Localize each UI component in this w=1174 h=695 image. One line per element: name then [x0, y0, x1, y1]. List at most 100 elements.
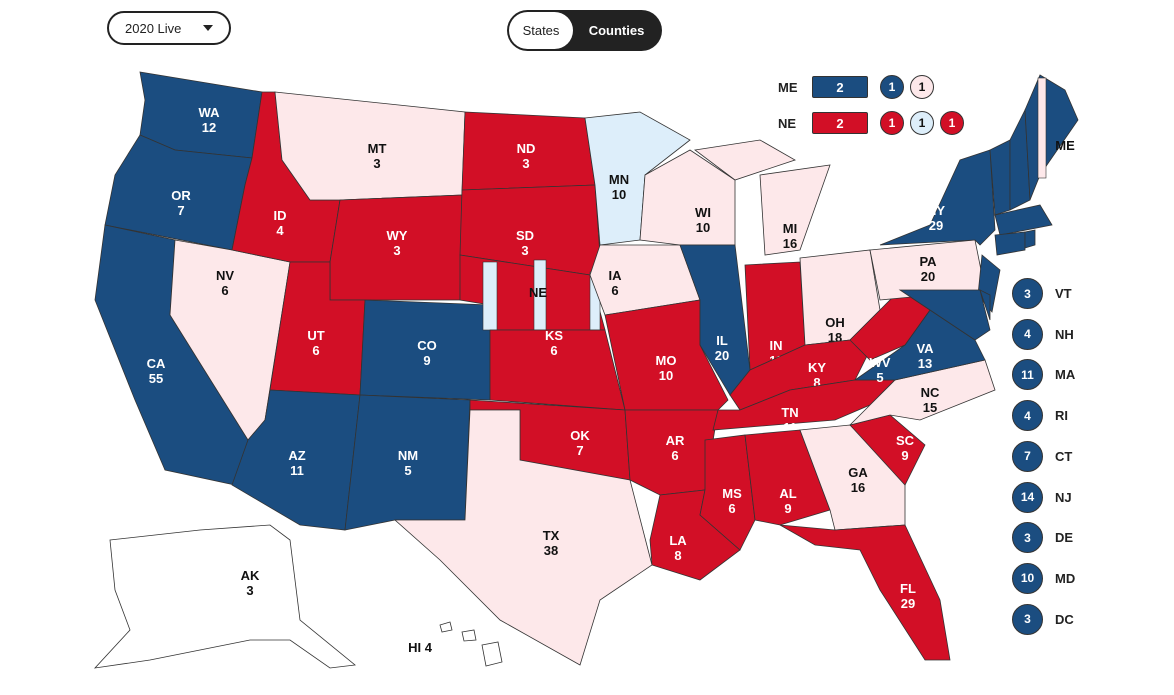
state-la[interactable]: LA 8: [649, 489, 741, 581]
state-pa[interactable]: PA 20: [869, 239, 986, 301]
state-ny[interactable]: NY 29: [879, 149, 996, 246]
year-select[interactable]: 2020 Live: [107, 11, 231, 45]
state-nd[interactable]: ND 3: [461, 111, 596, 191]
state-label: ME: [1055, 138, 1075, 153]
small-state-ct[interactable]: 7 CT: [1012, 440, 1073, 472]
state-tn[interactable]: TN 11: [712, 379, 896, 435]
small-state-ev[interactable]: 3: [1012, 522, 1043, 554]
state-ev: 3: [521, 243, 528, 258]
state-shape[interactable]: [994, 204, 1053, 236]
district-ev[interactable]: 1: [880, 75, 904, 99]
small-state-nj[interactable]: 14 NJ: [1012, 481, 1072, 513]
state-shape[interactable]: [393, 409, 653, 666]
district-ev[interactable]: 1: [910, 75, 934, 99]
state-ct[interactable]: [994, 231, 1026, 256]
state-code: PA: [919, 254, 937, 269]
state-tx[interactable]: TX 38: [393, 409, 653, 666]
small-state-ev[interactable]: 7: [1012, 440, 1043, 472]
small-state-code: MD: [1055, 570, 1076, 586]
state-shape[interactable]: [93, 524, 356, 669]
district-stripe: [482, 261, 498, 331]
state-ma[interactable]: [994, 204, 1053, 236]
small-state-ri[interactable]: 4 RI: [1012, 400, 1068, 432]
state-code: IN: [770, 338, 783, 353]
state-shape[interactable]: [779, 524, 951, 661]
state-shape[interactable]: [439, 621, 453, 633]
state-shape[interactable]: [979, 289, 991, 321]
state-mt[interactable]: MT 3: [274, 91, 466, 201]
state-nm[interactable]: NM 5: [344, 394, 471, 531]
district-ev[interactable]: 1: [880, 111, 904, 135]
state-code: WI: [695, 205, 711, 220]
statewide-ev[interactable]: 2: [812, 76, 868, 98]
state-ak[interactable]: AK 3: [93, 524, 356, 669]
small-state-dc[interactable]: 3 DC: [1012, 603, 1074, 635]
state-ri[interactable]: [1024, 229, 1036, 249]
state-ev: 12: [202, 120, 216, 135]
state-shape[interactable]: [898, 289, 991, 341]
state-label: WV 5: [870, 355, 891, 385]
state-ga[interactable]: GA 16: [799, 424, 906, 531]
view-toggle[interactable]: States Counties: [507, 10, 662, 51]
state-wy[interactable]: WY 3: [329, 194, 463, 301]
state-mi[interactable]: MI 16: [693, 139, 831, 256]
state-label: WY 3: [387, 228, 408, 258]
state-label: NV 6: [216, 268, 234, 298]
state-ar[interactable]: AR 6: [624, 409, 719, 496]
state-code: MN: [609, 172, 629, 187]
state-shape[interactable]: [461, 629, 477, 642]
small-state-md[interactable]: 10 MD: [1012, 562, 1076, 594]
state-code: KS: [545, 328, 563, 343]
state-label: NE: [529, 285, 547, 300]
state-fl[interactable]: FL 29: [779, 524, 951, 661]
small-state-ev[interactable]: 3: [1012, 603, 1043, 635]
state-ev: 5: [404, 463, 411, 478]
state-shape[interactable]: [994, 231, 1026, 256]
state-shape[interactable]: [759, 164, 831, 256]
toggle-states[interactable]: States: [509, 12, 573, 49]
state-ut[interactable]: UT 6: [269, 261, 366, 396]
state-label: AR 6: [666, 433, 685, 463]
toggle-counties[interactable]: Counties: [588, 23, 645, 38]
district-ev[interactable]: 1: [910, 111, 934, 135]
state-code: FL: [900, 581, 916, 596]
state-label: CA 55: [147, 356, 166, 386]
state-code: NY: [927, 203, 945, 218]
state-shape[interactable]: [879, 149, 996, 246]
small-state-code: CT: [1055, 448, 1073, 464]
statewide-ev[interactable]: 2: [812, 112, 868, 134]
state-or[interactable]: OR 7: [104, 134, 253, 251]
small-state-nh[interactable]: 4 NH: [1012, 318, 1074, 350]
state-ks[interactable]: KS 6: [489, 328, 626, 411]
state-az[interactable]: AZ 11: [231, 389, 361, 531]
small-state-ev[interactable]: 14: [1012, 481, 1043, 513]
state-co[interactable]: CO 9: [359, 299, 491, 401]
small-state-ev[interactable]: 11: [1012, 359, 1043, 391]
state-hi[interactable]: HI 4: [408, 621, 503, 667]
state-shape[interactable]: [1024, 229, 1036, 249]
small-state-ev[interactable]: 10: [1012, 562, 1043, 594]
small-state-ev[interactable]: 3: [1012, 278, 1043, 309]
state-label: KS 6: [545, 328, 563, 358]
small-state-ev[interactable]: 4: [1012, 400, 1043, 432]
district-ev[interactable]: 1: [940, 111, 964, 135]
small-state-ma[interactable]: 11 MA: [1012, 359, 1075, 391]
state-label: IL 20: [715, 333, 729, 363]
state-shape[interactable]: [329, 194, 463, 301]
small-state-vt[interactable]: 3 VT: [1012, 278, 1072, 309]
state-mn[interactable]: MN 10: [584, 111, 691, 246]
small-state-de[interactable]: 3 DE: [1012, 522, 1073, 554]
state-wv[interactable]: WV 5: [849, 289, 931, 385]
state-shape[interactable]: [693, 139, 796, 181]
state-md[interactable]: [898, 289, 991, 341]
state-code: AR: [666, 433, 685, 448]
state-shape[interactable]: [481, 641, 503, 667]
state-ne[interactable]: NE: [459, 254, 606, 331]
state-de[interactable]: [979, 289, 991, 321]
state-sc[interactable]: SC 9: [849, 414, 926, 486]
state-me[interactable]: ME: [1024, 74, 1079, 201]
small-state-ev[interactable]: 4: [1012, 318, 1043, 350]
state-code: TN: [781, 405, 798, 420]
state-label: MS 6: [722, 486, 742, 516]
